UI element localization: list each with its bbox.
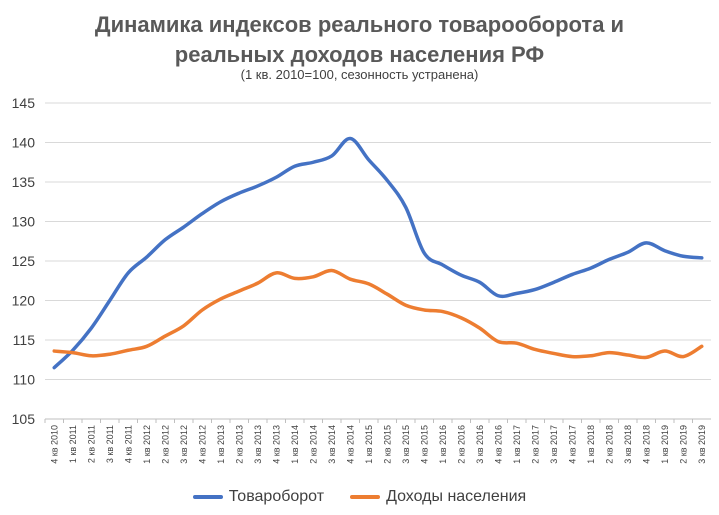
y-tick-label: 120 <box>12 293 36 309</box>
y-tick-label: 145 <box>12 95 36 111</box>
legend-label-tovarooborot: Товароборот <box>228 488 325 505</box>
x-tick-label: 3 кв 2018 <box>623 425 633 464</box>
x-tick-label: 4 кв 2017 <box>567 425 577 464</box>
series-line-tovarooborot <box>52 136 704 370</box>
x-tick-label: 3 кв 2019 <box>697 425 707 464</box>
x-tick-label: 1 кв 2012 <box>142 425 152 464</box>
x-tick-label: 2 кв 2012 <box>160 425 170 464</box>
x-tick-label: 3 кв 2012 <box>179 425 189 464</box>
y-tick-label: 115 <box>13 332 36 348</box>
x-tick-label: 4 кв 2016 <box>493 425 503 464</box>
y-tick-label: 105 <box>12 411 36 427</box>
x-axis-tick-labels: 4 кв 2010 1 кв 2011 2 кв 2011 3 кв 2011 4 кв… <box>49 425 707 464</box>
x-tick-label: 4 кв 2014 <box>345 425 355 464</box>
y-tick-label: 130 <box>12 214 36 230</box>
x-tick-label: 1 кв 2018 <box>586 425 596 464</box>
x-tick-label: 2 кв 2015 <box>382 425 392 464</box>
x-tick-label: 2 кв 2011 <box>86 425 96 463</box>
y-tick-label: 140 <box>12 135 36 151</box>
x-tick-label: 2 кв 2013 <box>234 425 244 464</box>
legend-item-dokhody: Доходы населения <box>350 488 526 506</box>
chart-title: Динамика индексов реального товарооборот… <box>0 10 719 70</box>
x-tick-label: 3 кв 2017 <box>549 425 559 464</box>
x-tick-label: 3 кв 2016 <box>475 425 485 464</box>
x-tick-label: 2 кв 2014 <box>308 425 318 464</box>
x-tick-label: 4 кв 2018 <box>641 425 651 464</box>
x-tick-label: 4 кв 2010 <box>49 425 59 464</box>
x-tick-label: 4 кв 2013 <box>271 425 281 464</box>
x-tick-label: 2 кв 2018 <box>604 425 614 464</box>
series-line-dokhody <box>52 268 704 360</box>
x-tick-label: 3 кв 2015 <box>401 425 411 464</box>
y-tick-label: 135 <box>12 174 36 190</box>
line-chart: 105 110 115 120 125 130 135 140 145 4 кв 2010 1 к… <box>12 95 711 464</box>
x-tick-label: 3 кв 2011 <box>105 425 115 463</box>
x-tick-label: 3 кв 2014 <box>327 425 337 464</box>
x-tick-label: 1 кв 2015 <box>364 425 374 464</box>
series-lines <box>52 136 704 370</box>
x-tick-label: 1 кв 2014 <box>290 425 300 464</box>
legend-item-tovarooborot: Товароборот <box>192 488 325 506</box>
legend: Товароборот Доходы населения <box>0 488 719 506</box>
legend-label-dokhody: Доходы населения <box>386 488 527 505</box>
legend-swatch-tovarooborot <box>192 495 223 499</box>
x-tick-label: 1 кв 2016 <box>438 425 448 464</box>
chart-subtitle: (1 кв. 2010=100, сезонность устранена) <box>240 67 479 82</box>
chart-title-line-1: Динамика индексов реального товарооборот… <box>94 12 625 37</box>
y-tick-label: 125 <box>12 253 36 269</box>
x-tick-label: 1 кв 2019 <box>660 425 670 464</box>
legend-swatch-dokhody <box>350 495 381 499</box>
x-tick-label: 2 кв 2019 <box>678 425 688 464</box>
x-tick-label: 4 кв 2011 <box>123 425 133 463</box>
x-tick-label: 3 кв 2013 <box>253 425 263 464</box>
x-tick-label: 2 кв 2017 <box>530 425 540 464</box>
x-tick-label: 1 кв 2013 <box>216 425 226 464</box>
x-tick-label: 4 кв 2015 <box>419 425 429 464</box>
x-tick-label: 1 кв 2011 <box>68 425 78 463</box>
y-tick-label: 110 <box>13 372 36 388</box>
x-tick-label: 1 кв 2017 <box>512 425 522 464</box>
chart-title-line-2: реальных доходов населения РФ <box>174 42 545 67</box>
x-tick-label: 2 кв 2016 <box>456 425 466 464</box>
y-axis-tick-labels: 105 110 115 120 125 130 135 140 145 <box>12 95 36 427</box>
grid-lines <box>44 102 711 423</box>
x-tick-label: 4 кв 2012 <box>197 425 207 464</box>
